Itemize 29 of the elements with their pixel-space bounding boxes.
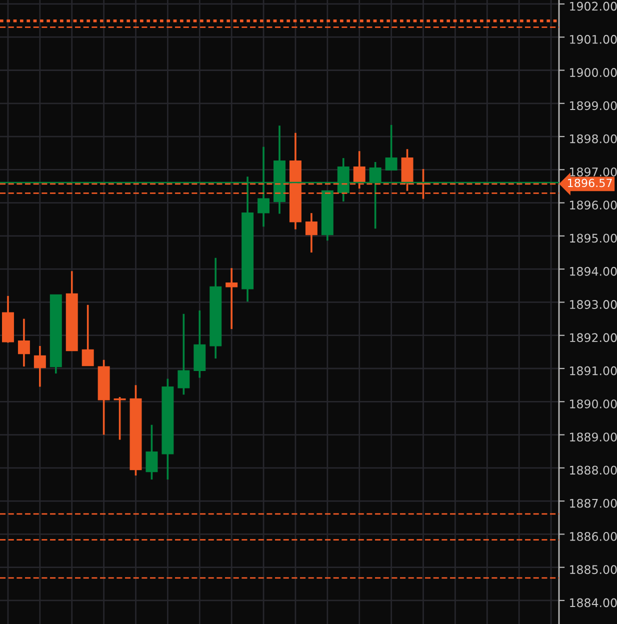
y-tick-label: 1896.00: [570, 200, 617, 210]
y-tick-label: 1890.00: [570, 399, 617, 408]
candlestick: [385, 124, 398, 171]
y-tick-label: 1902.00: [570, 2, 617, 11]
y-tick-label: 1894.00: [570, 266, 617, 276]
candlestick: [146, 424, 158, 480]
candlestick: [178, 312, 190, 396]
y-tick-label: 1895.00: [570, 234, 617, 243]
y-tick-label: 1889.00: [570, 432, 617, 442]
y-tick-label: 1891.00: [570, 366, 617, 376]
candlestick: [18, 318, 30, 368]
y-tick-label: 1899.00: [570, 101, 617, 110]
y-tick-label: 1887.00: [570, 498, 617, 508]
candlestick: [305, 212, 318, 254]
y-tick-label: 1900.00: [570, 68, 617, 77]
candlestick: [114, 396, 126, 441]
y-tick-label: 1886.00: [570, 532, 617, 541]
y-tick-label: 1885.00: [570, 565, 617, 574]
y-tick-label: 1892.00: [570, 333, 617, 342]
y-tick-label: 1901.00: [570, 34, 617, 44]
candlestick: [226, 267, 238, 330]
y-tick-label: 1897.00: [570, 167, 617, 176]
y-tick-label: 1893.00: [570, 300, 617, 309]
y-tick-label: 1888.00: [570, 466, 617, 475]
ref-line-label: 1896.57: [568, 178, 612, 188]
candlestick: [34, 345, 46, 388]
y-tick-label: 1898.00: [570, 134, 617, 144]
candlestick: [82, 304, 94, 366]
y-tick-label: 1884.00: [570, 598, 617, 608]
